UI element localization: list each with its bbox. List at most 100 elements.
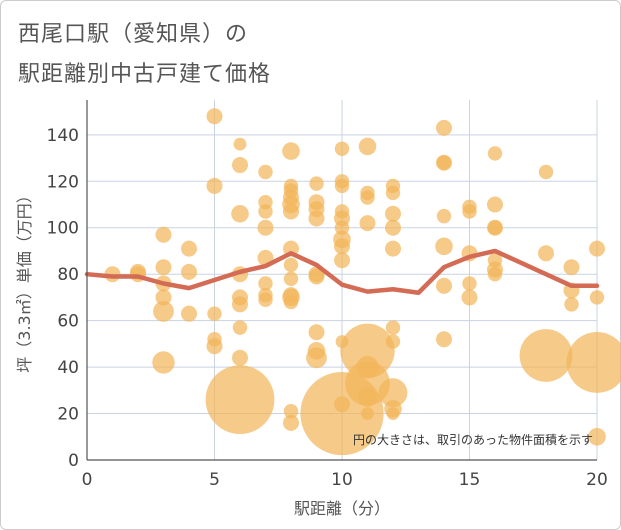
bubble [487,146,503,161]
bubble [258,276,273,291]
bubble [436,277,452,294]
y-tick-label: 140 [47,126,79,146]
x-tick-label: 5 [209,470,220,490]
bubble [233,137,247,151]
bubble [231,205,249,223]
bubble [385,205,401,222]
bubble [258,164,273,180]
x-tick-label: 0 [82,470,93,490]
bubble [181,240,197,257]
x-tick-label: 10 [331,470,353,490]
bubble [340,323,395,379]
bubble [385,240,401,257]
chart-title-line1: 西尾口駅（愛知県）の [18,22,249,47]
bubble [283,414,299,431]
y-tick-label: 0 [68,451,79,471]
y-tick-label: 80 [57,265,79,285]
bubble [309,176,324,191]
bubble [487,220,503,235]
bubble [436,155,452,170]
bubble [181,305,197,322]
bubble [563,259,580,276]
bubble [308,210,325,227]
x-tick-label: 15 [459,470,481,490]
bubble [232,349,248,366]
chart-title-line2: 駅距離別中古戸建て価格 [18,62,272,87]
bubble [487,196,503,213]
bubble [155,226,172,243]
bubble [334,252,350,269]
bubble [206,338,223,355]
bubble [283,404,299,419]
bubble [206,177,223,194]
bubble [181,263,197,280]
bubble [461,289,478,306]
x-tick-label: 20 [586,470,608,490]
bubble [385,334,401,349]
bubble [566,332,621,393]
bubble [283,203,299,220]
bubble [357,387,378,407]
bubble [519,329,573,382]
bubble [386,407,400,420]
bubble [589,290,605,305]
trend-line-group [84,248,600,296]
bubble [538,164,554,180]
bubble [538,245,554,262]
bubble [487,266,503,282]
bubble [462,204,477,219]
bubble [358,137,377,156]
bubble [378,378,408,408]
bubble [155,289,172,306]
bubble [345,360,390,406]
y-tick-label: 100 [47,219,79,239]
bubble [232,157,248,174]
bubble [436,208,452,224]
bubble [283,271,299,287]
y-tick-label: 120 [47,172,79,192]
size-note: 円の大きさは、取引のあった物件面積を示す [353,432,593,447]
bubble [283,294,299,310]
bubble [588,427,606,446]
y-tick-label: 40 [57,358,79,378]
bubble [155,259,172,276]
y-axis-label: 坪（3.3㎡）単価（万円） [15,187,34,372]
bubble [258,292,273,307]
bubble [207,306,222,321]
bubble [436,331,452,348]
bubble [153,300,174,322]
bubble [564,297,579,312]
bubble [308,268,325,285]
bubble [306,347,327,369]
bubble [205,365,275,435]
bubble [232,296,248,313]
bubble [283,257,299,273]
bubble [589,240,605,257]
bubble [359,215,376,232]
bubble [385,320,401,335]
bubble [282,142,300,160]
bubble [232,320,248,335]
bubble [334,141,350,156]
bubble [334,238,350,255]
bubble [308,324,325,341]
bubble [206,108,223,125]
bubble [360,190,375,205]
bubble [385,219,401,236]
bubble [334,178,350,194]
bubble [257,219,274,236]
bubble [462,276,477,291]
bubble [152,351,175,374]
tick-labels: 0 20 40 60 80 100 120 140 0 5 10 15 20 [47,126,608,490]
x-axis-label: 駅距離（分） [294,499,390,518]
bubble [258,204,273,219]
trend-line [84,248,600,296]
bubble [436,119,452,136]
bubble [385,185,401,201]
bubbles [104,108,621,456]
y-tick-label: 60 [57,312,79,332]
axes [86,100,597,461]
bubble [435,237,453,256]
